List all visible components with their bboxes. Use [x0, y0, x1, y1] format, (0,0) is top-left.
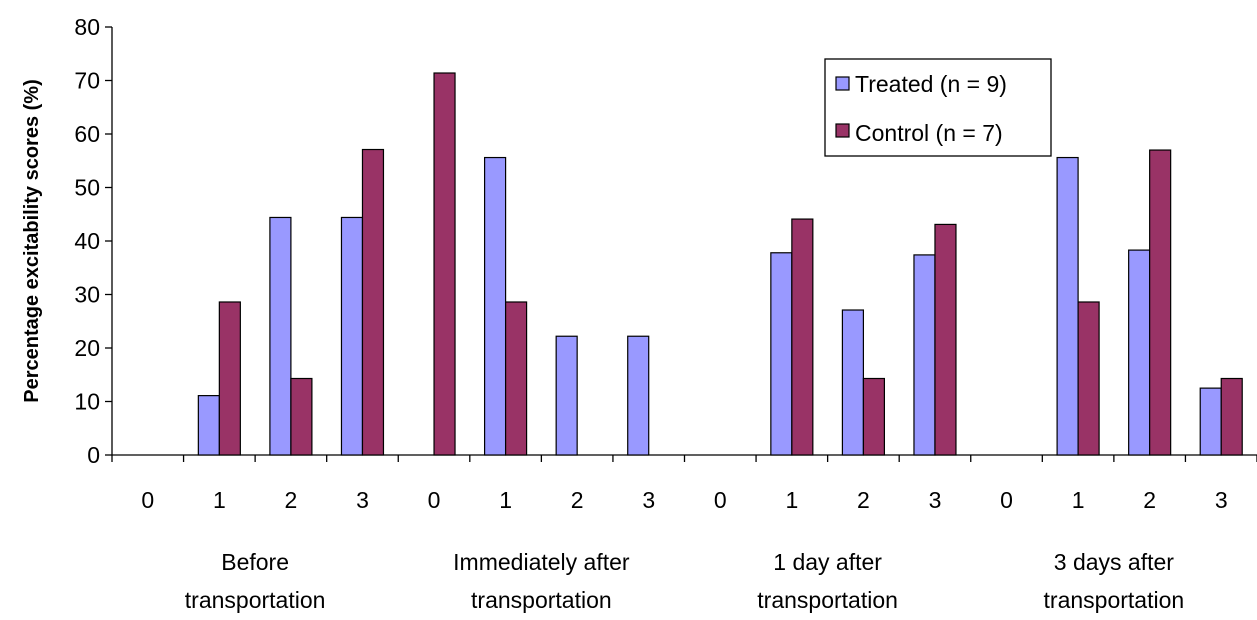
bar-control [218, 301, 241, 456]
bar-treated [913, 254, 936, 456]
x-group-label: Immediately after [453, 549, 630, 575]
x-group-label: 1 day after [773, 549, 882, 575]
bar-treated [269, 216, 292, 456]
bar-control [290, 377, 313, 456]
bar-treated [483, 156, 507, 456]
x-category-label: 0 [1000, 487, 1013, 513]
bar-control [934, 223, 957, 456]
bar-control [862, 377, 886, 456]
x-group-label: Before [221, 549, 289, 575]
bar-treated [841, 309, 865, 456]
bar-treated [770, 252, 793, 456]
bar-treated [197, 395, 220, 456]
x-group-label: transportation [185, 587, 326, 613]
x-category-label: 3 [1215, 487, 1228, 513]
y-tick-label: 60 [74, 121, 100, 147]
x-category-label: 1 [1072, 487, 1085, 513]
y-tick-label: 20 [74, 335, 100, 361]
bar-treated [627, 335, 650, 456]
x-category-label: 0 [141, 487, 154, 513]
bar-control [1149, 149, 1172, 456]
y-ticks: 0 10 20 30 40 50 60 70 80 [74, 14, 112, 468]
bar-control [1077, 301, 1100, 456]
bar-control [791, 218, 814, 456]
x-category-label: 3 [929, 487, 942, 513]
bar-control [504, 301, 528, 456]
legend-swatch-treated [835, 76, 850, 91]
x-category-label: 2 [285, 487, 298, 513]
y-axis-label-group: Percentage excitability scores (%) [21, 79, 43, 402]
y-tick-label: 80 [74, 14, 100, 40]
y-tick-label: 0 [87, 442, 100, 468]
x-category-label: 0 [428, 487, 441, 513]
bar-treated [340, 216, 364, 456]
y-tick-label: 40 [74, 228, 100, 254]
legend-box [824, 58, 1052, 157]
legend-swatch-control [835, 123, 850, 138]
y-tick-label: 10 [74, 389, 100, 415]
y-tick-label: 70 [74, 68, 100, 94]
x-category-label: 0 [714, 487, 727, 513]
x-group-label: 3 days after [1054, 549, 1175, 575]
x-group-labels: Before transportation Immediately after tra… [185, 549, 1184, 613]
legend-entry-control: Control (n = 7) [855, 120, 1003, 146]
x-group-label: transportation [1044, 587, 1185, 613]
x-category-label: 1 [213, 487, 226, 513]
x-category-label: 3 [356, 487, 369, 513]
x-category-labels: 0 1 2 3 0 1 2 3 0 1 2 3 0 1 2 3 [141, 487, 1227, 513]
x-category-label: 2 [857, 487, 870, 513]
x-category-label: 2 [571, 487, 584, 513]
legend-entry-treated: Treated (n = 9) [855, 71, 1007, 97]
bar-control [1220, 377, 1243, 456]
bar-treated [1056, 156, 1079, 456]
x-category-label: 1 [785, 487, 798, 513]
bar-treated [1199, 387, 1222, 456]
y-axis-label: Percentage excitability scores (%) [21, 79, 43, 402]
bar-control [361, 148, 385, 456]
bar-control [433, 72, 456, 456]
x-group-label: transportation [757, 587, 898, 613]
y-tick-label: 30 [74, 282, 100, 308]
x-category-label: 2 [1143, 487, 1156, 513]
bar-treated [1128, 249, 1151, 456]
y-tick-label: 50 [74, 175, 100, 201]
bars [197, 72, 1243, 456]
x-category-label: 1 [499, 487, 512, 513]
x-category-label: 3 [642, 487, 655, 513]
bar-treated [555, 335, 578, 456]
legend: Treated (n = 9) Control (n = 7) [824, 58, 1052, 157]
x-group-label: transportation [471, 587, 612, 613]
